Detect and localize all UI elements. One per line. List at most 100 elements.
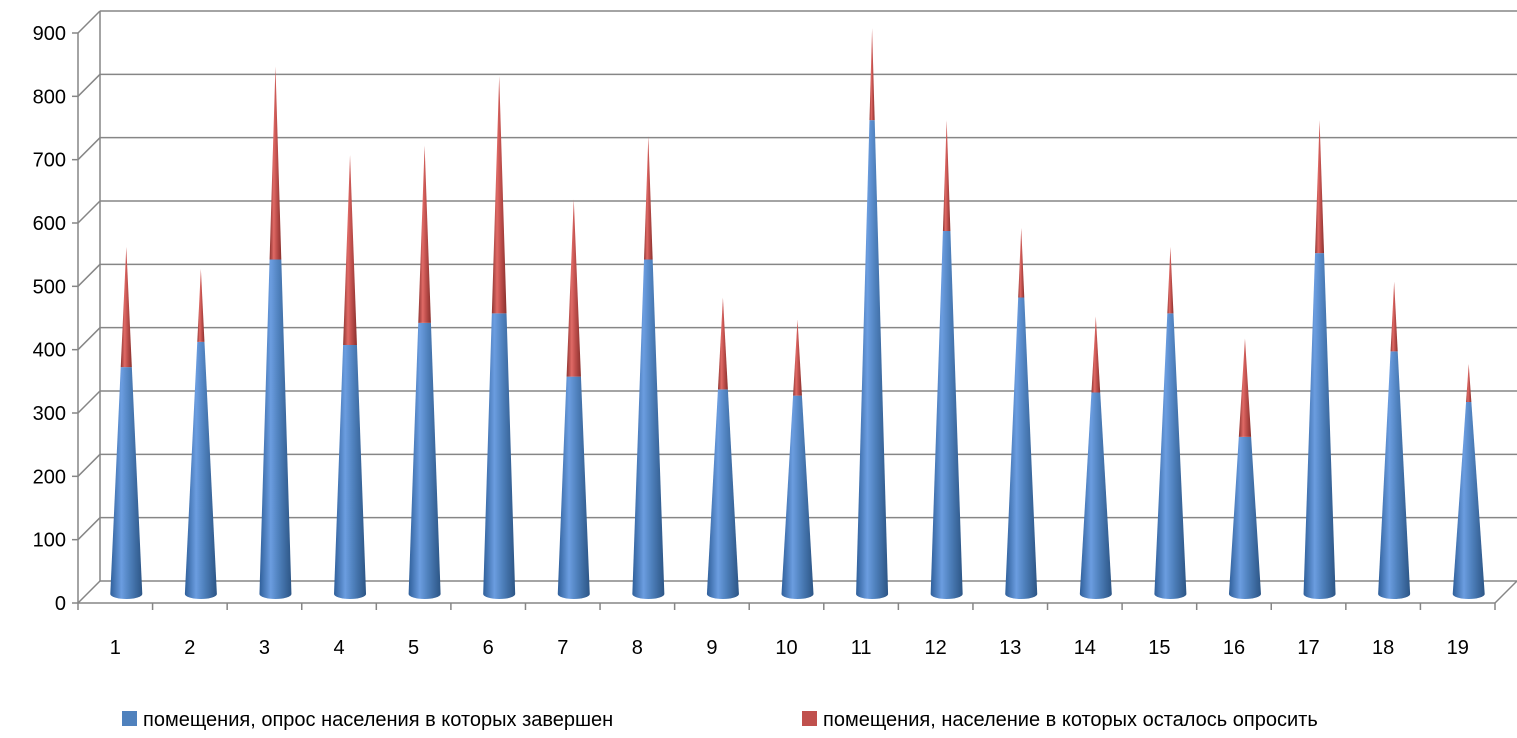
bar-segment-completed (1079, 392, 1112, 599)
y-tick-label: 500 (33, 276, 66, 298)
bar-segment-remaining (418, 145, 431, 323)
legend-swatch (802, 711, 817, 726)
bar-segment-completed (706, 389, 739, 599)
bar-segment-remaining (343, 155, 357, 345)
bar-segment-completed (408, 322, 441, 599)
y-tick-label: 0 (55, 593, 66, 615)
gridline-side (77, 137, 101, 161)
cone-bar (110, 246, 143, 599)
y-tick-label: 200 (33, 466, 66, 488)
bar-segment-remaining (1315, 120, 1325, 254)
bar-segment-completed (1154, 313, 1187, 599)
legend-item-remaining: помещения, население в которых осталось … (802, 709, 1318, 731)
x-tick-label: 11 (851, 637, 872, 659)
bar-segment-remaining (1018, 227, 1025, 298)
x-tick-label: 1 (110, 637, 121, 659)
cone-bar (184, 269, 217, 599)
bar-segment-remaining (793, 319, 802, 396)
x-tick-label: 5 (408, 637, 419, 659)
x-tick-label: 13 (999, 637, 1021, 659)
x-tick-label: 14 (1074, 637, 1096, 659)
x-tick-label: 3 (259, 637, 270, 659)
bar-segment-remaining (566, 199, 581, 377)
bar-segment-remaining (942, 120, 951, 231)
bar-segment-remaining (1466, 364, 1472, 402)
cone-bar (334, 155, 367, 599)
cones-layer (110, 28, 1485, 600)
x-tick-label: 12 (925, 637, 947, 659)
bar-segment-remaining (644, 136, 653, 260)
cone-bar (1303, 120, 1336, 599)
gridline-side (77, 453, 101, 477)
bar-segment-completed (1228, 436, 1261, 599)
gridline-side (77, 73, 101, 97)
bar-segment-completed (1378, 351, 1411, 599)
bar-segment-completed (632, 259, 665, 599)
x-tick-label: 4 (333, 637, 344, 659)
x-tick-label: 15 (1148, 637, 1170, 659)
bar-segment-remaining (120, 246, 132, 368)
x-tick-label: 10 (775, 637, 797, 659)
gridline-side (77, 580, 101, 604)
legend-item-completed: помещения, опрос населения в которых зав… (122, 709, 613, 731)
y-tick-label: 900 (33, 23, 66, 45)
y-tick-label: 300 (33, 403, 66, 425)
cone-bar (781, 319, 814, 599)
gridline-side (77, 327, 101, 351)
bar-segment-remaining (1238, 338, 1252, 437)
y-tick-label: 700 (33, 150, 66, 172)
cone-bar (632, 136, 665, 599)
legend-label: помещения, опрос населения в которых зав… (143, 709, 613, 731)
bar-segment-completed (557, 376, 590, 599)
bar-segment-remaining (1390, 281, 1398, 352)
cone-bar (1228, 338, 1261, 599)
bar-segment-completed (184, 341, 217, 599)
y-tick-label: 400 (33, 340, 66, 362)
x-tick-label: 6 (483, 637, 494, 659)
x-tick-label: 9 (706, 637, 717, 659)
x-tick-label: 16 (1223, 637, 1245, 659)
x-tick-label: 19 (1447, 637, 1469, 659)
gridline-side (77, 517, 101, 541)
gridline-side (77, 263, 101, 287)
bar-segment-completed (259, 259, 292, 599)
cone-bar (259, 66, 292, 599)
bar-segment-remaining (269, 66, 282, 260)
bar-segment-completed (1005, 297, 1038, 599)
bar-segment-remaining (717, 297, 728, 390)
cone-bar (1452, 364, 1485, 599)
bar-segment-completed (781, 395, 814, 599)
bar-segment-completed (110, 367, 143, 599)
bar-segment-remaining (869, 28, 875, 121)
cone-bar (1005, 227, 1038, 599)
bar-segment-remaining (197, 269, 205, 342)
bar-segment-completed (483, 313, 516, 599)
legend-swatch (122, 711, 137, 726)
cone-bar (483, 75, 516, 599)
x-tick-label: 18 (1372, 637, 1394, 659)
cone-bar (1154, 246, 1187, 599)
legend-label: помещения, население в которых осталось … (823, 709, 1318, 731)
x-tick-label: 7 (557, 637, 568, 659)
bar-segment-completed (856, 120, 889, 600)
cone-bar (408, 145, 441, 599)
cone-bar (1079, 316, 1112, 599)
x-tick-label: 17 (1297, 637, 1319, 659)
gridline-side (77, 390, 101, 414)
cone-bar (557, 199, 590, 599)
bar-segment-completed (930, 231, 963, 599)
bar-segment-remaining (491, 75, 507, 314)
y-tick-label: 100 (33, 530, 66, 552)
legend: помещения, опрос населения в которых зав… (122, 709, 1318, 731)
cone-bar (706, 297, 739, 599)
cone-bar (856, 28, 889, 600)
bar-segment-remaining (1167, 246, 1174, 314)
x-tick-label: 8 (632, 637, 643, 659)
bar-segment-completed (1452, 402, 1485, 599)
bar-segment-completed (334, 345, 367, 599)
gridline-side (77, 10, 101, 34)
floor-right-edge (1494, 580, 1517, 604)
